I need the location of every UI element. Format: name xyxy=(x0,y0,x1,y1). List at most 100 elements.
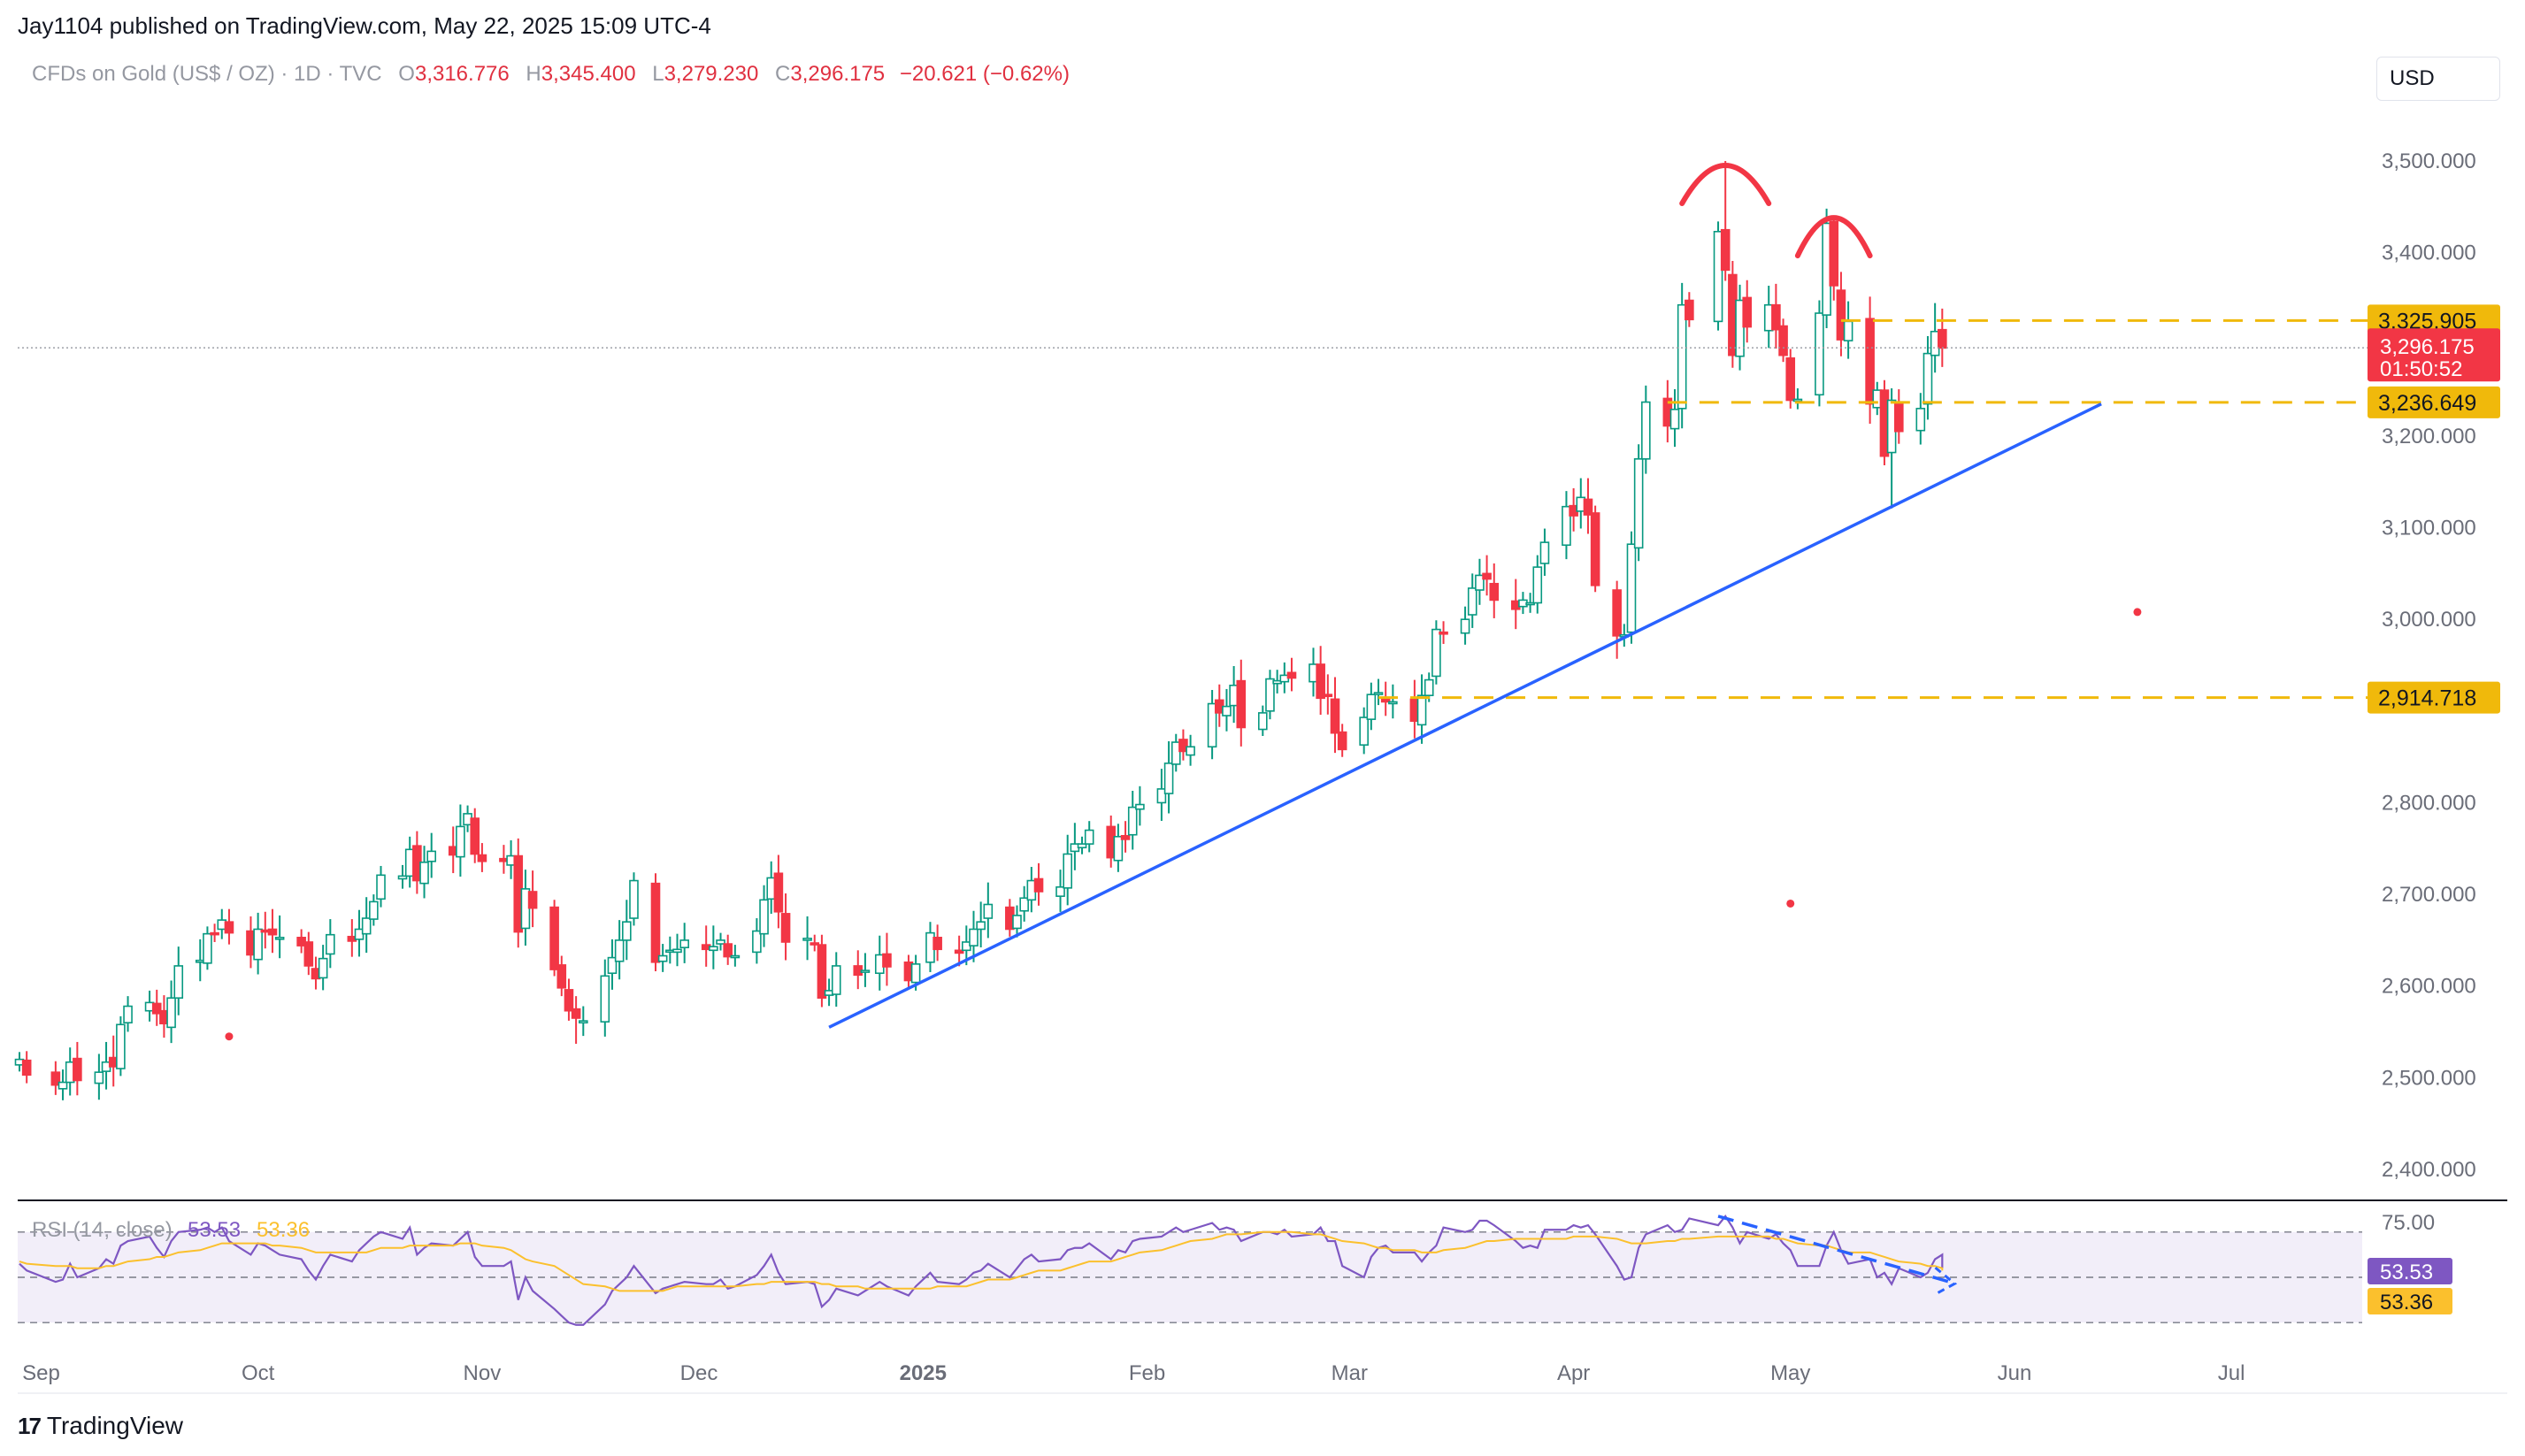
candle xyxy=(1186,734,1195,766)
candle-body xyxy=(1475,574,1485,591)
candle xyxy=(556,955,567,997)
candle xyxy=(1562,491,1571,560)
pattern-arc xyxy=(1679,163,1772,206)
candle-body xyxy=(73,1057,82,1082)
candle xyxy=(1373,678,1384,706)
candle xyxy=(564,978,574,1021)
candle-body xyxy=(376,874,386,900)
candle xyxy=(969,910,979,962)
candle xyxy=(1337,724,1347,757)
candle-body xyxy=(456,825,465,858)
candle xyxy=(1482,555,1492,596)
candle-body xyxy=(969,928,979,946)
candle-body xyxy=(600,975,610,1023)
candle xyxy=(58,1069,68,1100)
candle xyxy=(1742,280,1753,343)
candle-body xyxy=(817,944,827,1000)
candle-body xyxy=(607,956,618,975)
candle-body xyxy=(303,941,314,967)
candle-body xyxy=(1641,401,1651,460)
candle xyxy=(1330,677,1340,754)
high-value: 3,345.400 xyxy=(541,62,636,86)
candle xyxy=(361,897,372,954)
candles-layer xyxy=(14,161,1947,1100)
candle-body xyxy=(954,949,964,954)
candle-body xyxy=(1460,618,1470,634)
x-tick-label: Dec xyxy=(680,1361,718,1385)
candle-body xyxy=(983,903,994,919)
candle xyxy=(954,935,964,967)
y-tick-label: 2,500.000 xyxy=(2382,1066,2476,1090)
symbol-legend: CFDs on Gold (US$ / OZ) · 1D · TVC O3,31… xyxy=(32,62,1070,87)
rsi-value-text: 53.53 xyxy=(2380,1261,2433,1284)
candle-body xyxy=(1562,505,1571,547)
candle xyxy=(773,854,784,929)
candle xyxy=(426,832,437,878)
candle-body xyxy=(1532,566,1543,604)
candle xyxy=(1612,580,1622,659)
candle xyxy=(1590,505,1600,593)
candle-body xyxy=(116,1023,126,1069)
price-level-text: 3,236.649 xyxy=(2378,391,2476,416)
candle-body xyxy=(1337,731,1347,751)
candle xyxy=(1525,593,1535,613)
candle xyxy=(1120,821,1131,853)
current-price-box xyxy=(2368,328,2500,382)
candle xyxy=(672,933,682,967)
candle-body xyxy=(1431,628,1441,678)
candle-body xyxy=(94,1071,104,1084)
x-tick-label: Jun xyxy=(1998,1361,2032,1385)
candle-body xyxy=(1677,303,1687,410)
axis-layer: 3,500.000 3,400.000 3,200.000 3,100.000 3,00… xyxy=(22,149,2476,1385)
candle xyxy=(1539,528,1550,576)
candle xyxy=(151,989,162,1026)
grid-layer xyxy=(18,1199,2507,1394)
candle-body xyxy=(1915,408,1926,432)
high-label: H xyxy=(526,62,541,86)
candle xyxy=(173,946,184,1015)
candle-body xyxy=(1077,843,1087,849)
candle-body xyxy=(932,937,942,951)
candle xyxy=(831,952,841,1008)
price-level-tag xyxy=(2368,681,2500,714)
candle-body xyxy=(470,817,480,855)
candle-body xyxy=(1612,589,1622,637)
candle-body xyxy=(1163,762,1174,794)
rsi-title: RSI (14, close) xyxy=(32,1218,173,1242)
candle xyxy=(759,885,769,947)
candle xyxy=(73,1041,82,1096)
candle-body xyxy=(1178,739,1188,753)
candle-body xyxy=(622,921,632,941)
candle-body xyxy=(1207,702,1217,748)
rsi-top-label: 75.00 xyxy=(2382,1211,2435,1235)
y-tick-label: 3,400.000 xyxy=(2382,241,2476,265)
candle-body xyxy=(50,1071,61,1086)
candle-body xyxy=(166,997,176,1029)
candle-body xyxy=(672,948,682,954)
candle-body xyxy=(1685,299,1694,321)
candle xyxy=(709,925,718,969)
candle-body xyxy=(629,879,639,919)
candle xyxy=(780,893,791,961)
rsi-value-legend: 53.53 xyxy=(188,1218,241,1242)
candle-body xyxy=(759,899,769,935)
candle xyxy=(1829,218,1839,301)
candle-body xyxy=(1236,679,1247,729)
candle-body xyxy=(1330,698,1340,734)
candle-body xyxy=(426,850,437,862)
candle-body xyxy=(1416,694,1427,726)
candle-body xyxy=(1439,631,1448,635)
candle xyxy=(1222,688,1232,732)
candle xyxy=(1669,389,1680,448)
candle-body xyxy=(1156,788,1167,804)
rsi-divergence-line xyxy=(1717,1215,1950,1284)
candle xyxy=(50,1061,61,1095)
candle xyxy=(1063,834,1073,906)
candle-body xyxy=(1669,409,1680,430)
candle-body xyxy=(773,872,784,913)
candle xyxy=(679,923,689,963)
candle-body xyxy=(1424,678,1434,697)
candle xyxy=(1836,272,1846,356)
currency-button[interactable]: USD xyxy=(2376,57,2500,101)
